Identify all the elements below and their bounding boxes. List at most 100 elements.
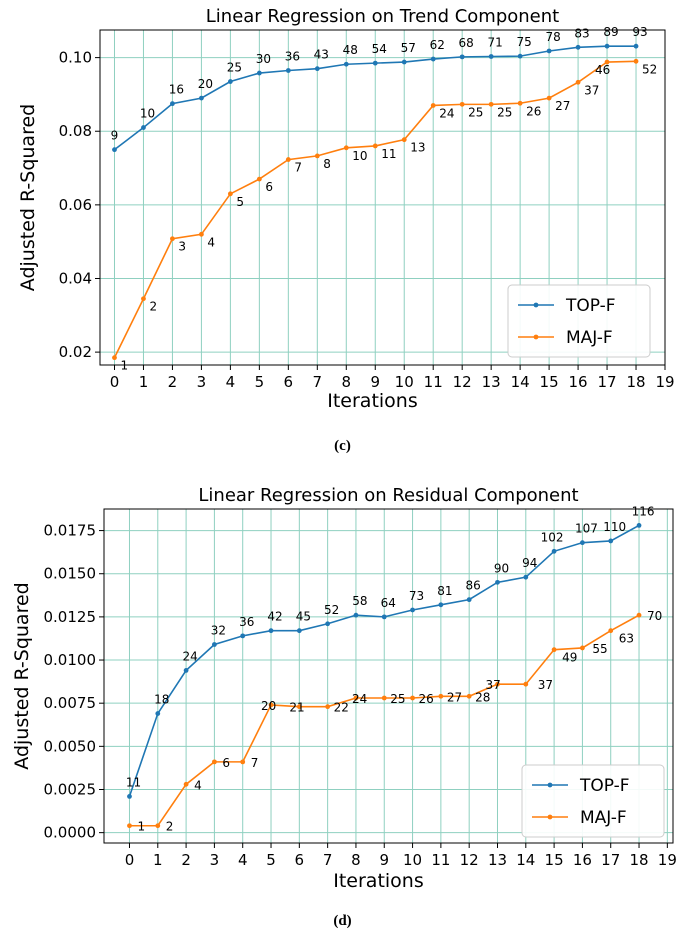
data-point	[343, 145, 349, 151]
data-label: 57	[401, 41, 416, 55]
data-point	[314, 153, 320, 159]
legend: TOP-F MAJ-F	[521, 764, 665, 838]
data-label: 22	[334, 701, 349, 715]
x-tick-label: 2	[168, 373, 178, 391]
data-label: 20	[198, 77, 213, 91]
x-tick-label: 8	[342, 373, 352, 391]
legend-swatch-marker	[533, 334, 539, 340]
data-label: 75	[516, 35, 531, 49]
x-tick-label: 8	[351, 851, 361, 869]
x-axis: 0 1 2 3 4 5 6 7 8 9 10 11 12 13 14 15 16 17 18 19	[110, 365, 675, 391]
data-point	[256, 70, 262, 76]
data-label: 36	[239, 615, 254, 629]
data-label: 27	[555, 99, 570, 113]
gridlines	[104, 509, 673, 843]
data-point	[285, 68, 291, 73]
data-label: 48	[343, 43, 358, 57]
data-point	[523, 574, 529, 580]
x-tick-label: 1	[153, 851, 163, 869]
data-label: 86	[466, 579, 481, 593]
data-label: 21	[289, 701, 304, 715]
data-point	[580, 645, 585, 651]
data-label: 9	[111, 129, 119, 143]
data-label: 116	[632, 504, 655, 518]
legend: TOP-F MAJ-F	[507, 284, 651, 358]
x-tick-label: 14	[516, 851, 535, 869]
data-label: 24	[439, 106, 454, 120]
plot-frame	[99, 29, 666, 366]
data-label: 32	[211, 623, 226, 637]
data-point	[296, 628, 302, 634]
chart-title: Linear Regression on Residual Component	[198, 485, 578, 506]
x-tick-label: 0	[125, 851, 135, 869]
data-point	[353, 612, 359, 618]
data-label: 52	[642, 62, 657, 76]
data-label: 110	[603, 520, 626, 534]
data-point	[636, 522, 642, 528]
legend-label: MAJ-F	[580, 808, 627, 828]
data-label: 4	[194, 778, 202, 792]
data-label: 45	[296, 610, 311, 624]
data-point	[604, 43, 610, 49]
data-point	[551, 647, 557, 653]
data-label: 1	[137, 820, 145, 834]
data-label: 26	[419, 692, 434, 706]
data-label: 25	[390, 692, 405, 706]
data-point	[430, 56, 436, 62]
data-point	[372, 143, 378, 149]
y-tick-label: 0.10	[59, 49, 92, 67]
y-axis: 0.0000 0.0025 0.0050 0.0075 0.0100 0.0125 0.01…	[44, 522, 104, 842]
x-tick-label: 12	[460, 851, 479, 869]
y-tick-label: 0.0000	[44, 824, 97, 842]
x-tick-label: 7	[323, 851, 333, 869]
data-point	[523, 681, 529, 687]
series-maj-f: 1 2 3 4 5 6 7 8 10 11 13 24 25 25 26 27 37 46 52	[112, 58, 657, 373]
y-tick-label: 0.04	[59, 269, 92, 287]
caption-c: (c)	[334, 438, 351, 454]
data-point	[488, 101, 494, 107]
data-label: 37	[538, 678, 553, 692]
data-label: 20	[261, 699, 276, 713]
chart-residual: 0 1 2 3 4 5 6 7 8 9 10 11 12 13 14 15 16 17 18 190.00000.00…	[11, 485, 677, 892]
data-label: 62	[430, 38, 445, 52]
data-point	[488, 54, 494, 59]
data-point	[466, 597, 472, 603]
data-point	[170, 101, 175, 107]
x-axis-label: Iterations	[327, 390, 418, 412]
x-tick-label: 17	[601, 851, 620, 869]
data-point	[381, 695, 387, 701]
data-label: 37	[485, 678, 500, 692]
x-axis: 0 1 2 3 4 5 6 7 8 9 10 11 12 13 14 15 16 17 18 19	[125, 843, 677, 869]
data-point	[127, 793, 132, 799]
data-point	[227, 79, 233, 84]
x-tick-label: 6	[284, 373, 294, 391]
x-tick-label: 19	[658, 851, 677, 869]
data-label: 93	[632, 25, 647, 39]
x-tick-label: 11	[431, 851, 450, 869]
x-tick-label: 4	[238, 851, 248, 869]
data-point	[155, 711, 161, 716]
data-label: 78	[545, 30, 560, 44]
caption-d: (d)	[333, 913, 352, 929]
data-label: 6	[265, 180, 273, 194]
data-point	[372, 60, 378, 66]
chart-title: Linear Regression on Trend Component	[206, 6, 559, 27]
data-point	[183, 781, 189, 787]
data-point	[127, 823, 132, 829]
x-tick-label: 2	[181, 851, 191, 869]
data-label: 27	[447, 690, 462, 704]
data-label: 90	[494, 561, 509, 575]
data-label: 68	[459, 36, 474, 50]
x-tick-label: 18	[629, 851, 648, 869]
x-tick-label: 1	[139, 373, 149, 391]
data-point	[268, 628, 274, 634]
data-point	[212, 642, 217, 647]
data-label: 8	[323, 157, 331, 171]
data-point	[438, 693, 444, 699]
data-point	[112, 147, 117, 153]
x-tick-label: 14	[511, 373, 530, 391]
data-label: 89	[603, 25, 618, 39]
data-label: 24	[182, 649, 197, 663]
y-tick-label: 0.0125	[44, 608, 97, 626]
x-tick-label: 4	[226, 373, 236, 391]
